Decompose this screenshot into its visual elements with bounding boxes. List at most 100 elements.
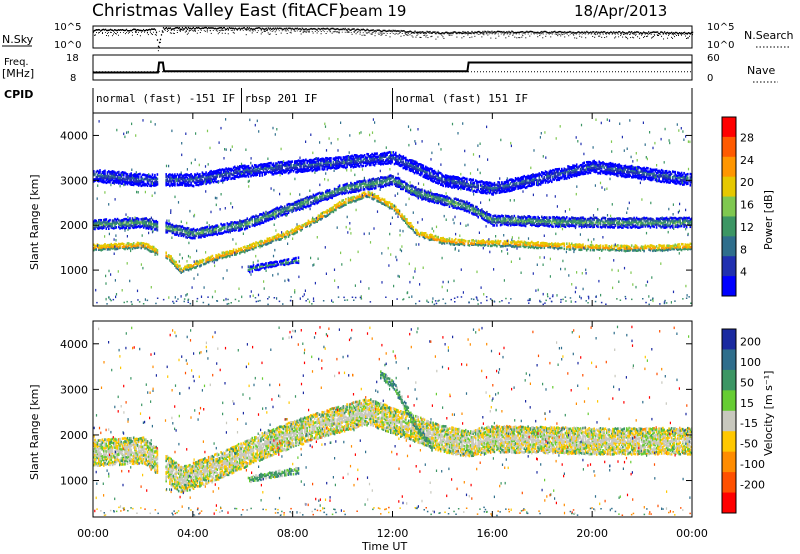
n-sky-point <box>328 29 330 31</box>
range-cell <box>579 221 582 224</box>
range-cell <box>204 262 206 266</box>
n-sky-point <box>278 27 280 30</box>
range-cell <box>690 220 692 223</box>
range-cell <box>451 202 453 206</box>
n-sky-point <box>358 28 360 31</box>
range-cell <box>523 219 526 223</box>
range-cell <box>366 184 368 187</box>
range-cell <box>287 202 290 206</box>
range-cell <box>287 207 290 211</box>
range-cell <box>240 170 242 174</box>
range-cell <box>126 182 129 186</box>
range-cell <box>431 192 433 196</box>
range-cell <box>180 183 182 186</box>
n-sky-point <box>438 32 440 34</box>
range-cell <box>452 200 454 203</box>
n-sky-point <box>93 29 96 32</box>
range-cell <box>528 217 531 220</box>
range-cell <box>446 202 448 206</box>
range-cell <box>179 183 181 187</box>
range-cell <box>167 229 170 232</box>
range-cell <box>277 235 280 238</box>
range-cell <box>182 177 185 181</box>
range-cell <box>350 191 352 194</box>
range-cell <box>288 202 291 206</box>
range-cell <box>242 246 245 249</box>
range-cell <box>109 171 111 174</box>
range-cell <box>627 246 629 250</box>
n-sky-point <box>491 30 493 33</box>
n-sky-point <box>374 29 376 32</box>
range-cell <box>98 227 100 230</box>
range-cell <box>254 173 256 177</box>
range-cell <box>371 180 373 183</box>
range-cell <box>108 243 110 247</box>
range-cell <box>272 173 275 176</box>
range-cell <box>559 223 562 226</box>
range-cell <box>634 220 637 224</box>
range-cell <box>670 245 673 248</box>
range-cell <box>254 219 256 223</box>
range-cell <box>527 215 529 218</box>
range-cell <box>266 217 269 221</box>
range-cell <box>219 232 221 235</box>
n-sky-point <box>689 35 691 37</box>
range-cell <box>542 219 544 222</box>
range-cell <box>386 176 388 180</box>
range-cell <box>229 228 231 232</box>
n-sky-point <box>372 29 374 31</box>
range-cell <box>684 243 687 246</box>
range-cell <box>527 221 529 225</box>
range-cell <box>338 200 341 204</box>
range-cell <box>439 237 442 240</box>
range-cell <box>287 163 290 166</box>
n-sky-point <box>147 34 149 36</box>
n-sky-point <box>604 31 606 33</box>
range-cell <box>169 227 171 231</box>
range-cell <box>154 247 156 251</box>
n-sky-point <box>228 26 230 29</box>
range-cell <box>608 247 610 250</box>
range-cell <box>449 202 452 206</box>
range-cell <box>151 173 154 176</box>
range-cell <box>689 219 692 223</box>
n-sky-point <box>359 29 361 32</box>
range-cell <box>127 224 130 228</box>
range-cell <box>302 170 305 173</box>
n-sky-point <box>247 28 249 30</box>
n-sky-point <box>407 31 409 33</box>
range-cell <box>598 244 600 248</box>
range-cell <box>341 188 343 192</box>
range-cell <box>146 247 149 251</box>
range-cell <box>310 161 312 164</box>
n-sky-point <box>131 34 133 36</box>
range-cell <box>412 193 415 196</box>
range-cell <box>131 183 134 186</box>
n-sky-point <box>251 32 253 34</box>
range-cell <box>519 223 522 227</box>
range-cell <box>303 202 306 206</box>
range-cell <box>539 246 542 250</box>
range-cell <box>215 226 217 229</box>
n-sky-point <box>157 45 160 48</box>
range-cell <box>630 219 633 223</box>
range-cell <box>554 220 557 224</box>
range-cell <box>176 224 179 228</box>
range-cell <box>543 218 546 221</box>
range-cell <box>511 215 513 218</box>
range-cell <box>232 169 235 173</box>
range-cell <box>677 243 679 247</box>
range-cell <box>170 223 172 227</box>
range-cell <box>224 172 226 176</box>
range-cell <box>627 223 629 226</box>
range-cell <box>341 199 343 203</box>
range-cell <box>615 244 618 248</box>
range-cell <box>655 221 658 224</box>
range-cell <box>392 179 395 183</box>
range-cell <box>538 244 541 247</box>
range-cell <box>182 174 185 177</box>
range-cell <box>261 219 264 222</box>
range-cell <box>123 225 125 229</box>
range-cell <box>235 251 237 254</box>
range-cell <box>644 217 647 220</box>
